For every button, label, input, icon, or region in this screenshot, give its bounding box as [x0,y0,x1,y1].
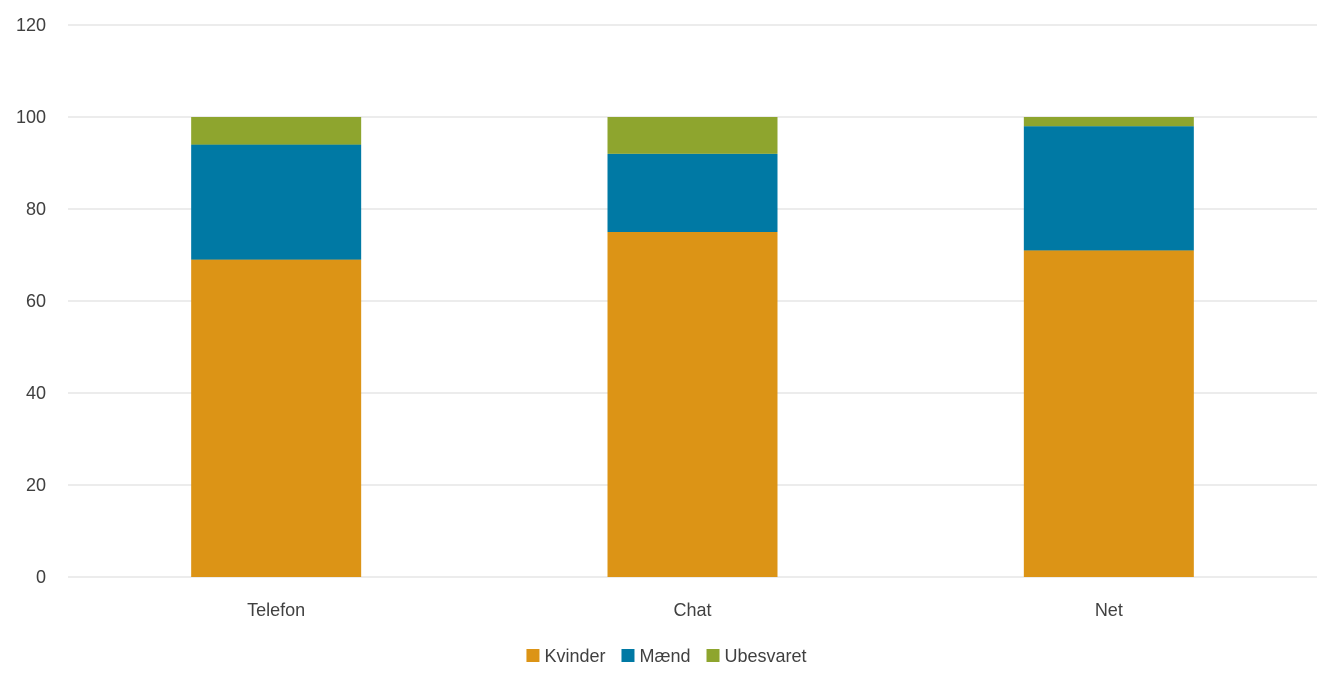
legend-swatch [526,649,540,662]
bar-segment-ubesvaret [607,117,778,154]
y-tick-label: 40 [26,383,46,403]
y-tick-label: 100 [16,107,46,127]
bars [191,117,1194,577]
y-tick-label: 60 [26,291,46,311]
x-tick-label: Net [1095,600,1123,620]
bar-segment-ubesvaret [1023,117,1194,127]
bar-segment-mænd [1023,126,1194,251]
x-tick-label: Telefon [247,600,305,620]
y-tick-label: 20 [26,475,46,495]
y-tick-label: 120 [16,15,46,35]
bar-segment-mænd [607,153,778,232]
y-tick-label: 0 [36,567,46,587]
legend-swatch [621,649,635,662]
legend-swatch [706,649,720,662]
legend-label: Mænd [639,646,690,666]
x-tick-label: Chat [673,600,711,620]
legend-label: Kvinder [544,646,605,666]
x-axis-ticks: Telefon Chat Net [247,600,1123,620]
bar-segment-mænd [191,144,362,260]
y-axis-ticks: 0 20 40 60 80 100 120 [16,15,46,587]
y-tick-label: 80 [26,199,46,219]
legend-label: Ubesvaret [725,646,807,666]
bar-segment-kvinder [191,259,362,577]
bar-segment-ubesvaret [191,117,362,145]
bar-segment-kvinder [1023,250,1194,577]
legend: Kvinder Mænd Ubesvaret [526,646,807,666]
bar-segment-kvinder [607,232,778,577]
